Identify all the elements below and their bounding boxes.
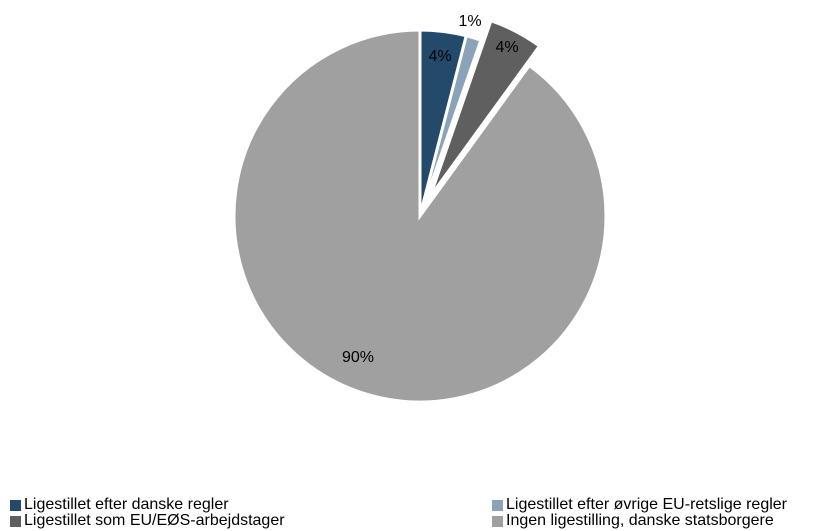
slice-data-label: 4% [495, 39, 518, 56]
pie-slice [428, 18, 542, 198]
pie-slice [418, 34, 483, 217]
slice-data-label: 90% [342, 349, 374, 366]
pie-slice [232, 28, 608, 404]
slice-data-label: 1% [458, 13, 481, 30]
slice-data-label: 4% [428, 48, 451, 65]
